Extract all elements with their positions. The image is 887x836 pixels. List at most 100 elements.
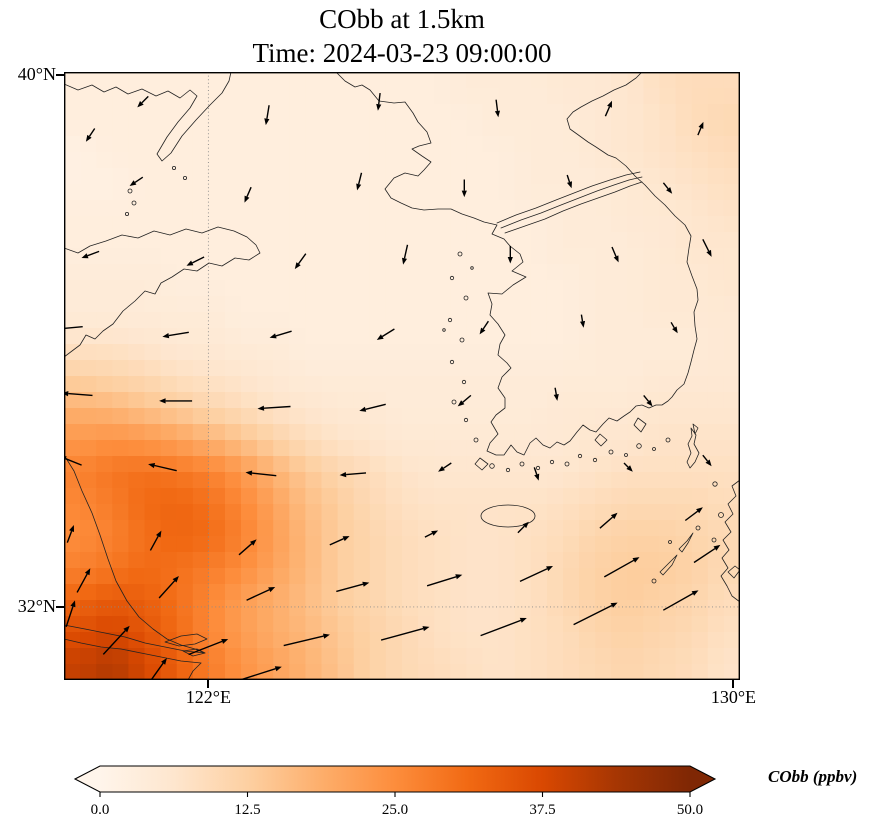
wind-arrow bbox=[697, 121, 704, 136]
wind-arrow bbox=[376, 93, 382, 111]
wind-arrow bbox=[102, 625, 130, 655]
map-plot bbox=[64, 72, 740, 680]
wind-arrow bbox=[461, 179, 467, 198]
wind-arrow bbox=[238, 539, 257, 556]
wind-arrow bbox=[158, 576, 179, 599]
wind-arrow bbox=[150, 658, 167, 680]
wind-arrow bbox=[479, 320, 489, 335]
wind-arrow bbox=[580, 314, 586, 328]
island-jeju bbox=[480, 504, 536, 528]
wind-arrow bbox=[702, 238, 712, 257]
islands-goto bbox=[651, 525, 701, 584]
lat-tick-mark bbox=[56, 605, 64, 608]
chart-title: CObb at 1.5km bbox=[319, 4, 485, 34]
coastline-jiangsu-yangtze-north bbox=[64, 454, 206, 654]
lon-tick-mark bbox=[732, 680, 735, 688]
coastline-shandong bbox=[64, 226, 261, 358]
gridlines-layer bbox=[64, 72, 740, 680]
wind-arrow bbox=[245, 470, 277, 477]
coastline-korea bbox=[335, 72, 699, 456]
wind-arrow bbox=[65, 600, 76, 628]
island-iki bbox=[712, 481, 718, 487]
map-border bbox=[64, 72, 740, 680]
wind-arrow bbox=[269, 330, 292, 339]
wind-arrow bbox=[573, 602, 618, 626]
han-river-estuary bbox=[496, 171, 643, 234]
wind-arrow bbox=[662, 182, 673, 194]
wind-arrow bbox=[611, 246, 619, 263]
wind-arrow bbox=[239, 666, 282, 680]
lon-tick-mark bbox=[207, 680, 210, 688]
wind-arrow bbox=[186, 256, 205, 266]
wind-arrow bbox=[244, 186, 252, 203]
wind-arrow bbox=[424, 530, 439, 538]
heatmap-layer bbox=[64, 72, 740, 680]
colorbar-tick-label: 25.0 bbox=[382, 802, 408, 818]
colorbar-gradient bbox=[100, 766, 690, 792]
wind-arrow bbox=[507, 245, 513, 264]
wind-arrow bbox=[81, 250, 100, 259]
colorbar-tick-label: 0.0 bbox=[91, 802, 110, 818]
wind-arrow bbox=[533, 467, 540, 481]
wind-arrow bbox=[517, 521, 529, 534]
wind-arrow bbox=[329, 536, 350, 546]
wind-arrow bbox=[553, 387, 559, 401]
islands-bohai-strait bbox=[125, 166, 188, 216]
wind-arrow bbox=[359, 403, 386, 412]
wind-arrow bbox=[566, 174, 572, 189]
wind-arrow bbox=[480, 617, 527, 637]
lon-tick-label: 122°E bbox=[185, 687, 231, 707]
coastline-yangtze-south bbox=[64, 638, 202, 664]
wind-arrow bbox=[494, 99, 500, 118]
wind-arrow bbox=[129, 176, 144, 186]
wind-arrow bbox=[76, 568, 91, 593]
chart-subtitle-time: Time: 2024-03-23 09:00:00 bbox=[252, 38, 552, 68]
wind-arrow bbox=[162, 331, 189, 339]
wind-arrow bbox=[148, 463, 177, 472]
wind-arrow bbox=[670, 321, 678, 334]
coastline-kyushu-west bbox=[720, 479, 740, 603]
wind-arrow bbox=[376, 328, 395, 340]
island-chongming bbox=[164, 633, 208, 647]
wind-arrow bbox=[336, 581, 370, 593]
wind-arrow bbox=[149, 530, 162, 551]
wind-arrow bbox=[85, 128, 96, 142]
wind-arrow bbox=[283, 633, 330, 647]
colorbar: 0.0 12.5 25.0 37.5 50.0 bbox=[73, 765, 717, 818]
wind-arrow bbox=[623, 462, 633, 472]
wind-arrow bbox=[339, 472, 367, 478]
lat-tick-mark bbox=[56, 74, 64, 77]
island-tsushima bbox=[686, 423, 700, 469]
wind-arrow bbox=[684, 507, 703, 522]
wind-arrow bbox=[188, 639, 229, 656]
wind-arrow bbox=[603, 557, 640, 578]
colorbar-tick-label: 37.5 bbox=[529, 802, 555, 818]
islands-south-korea bbox=[474, 417, 671, 473]
colorbar-extend-min bbox=[75, 766, 100, 792]
colorbar-tick-label: 50.0 bbox=[677, 802, 703, 818]
wind-arrow bbox=[693, 544, 721, 564]
coastline-bohai-liaodong bbox=[64, 72, 232, 162]
coastline-hangzhou-bay bbox=[187, 662, 202, 680]
wind-arrow bbox=[380, 626, 430, 641]
lon-tick-label: 130°E bbox=[710, 687, 757, 707]
wind-arrow bbox=[137, 95, 149, 108]
islands-west-korea bbox=[442, 251, 479, 443]
wind-arrow bbox=[702, 454, 712, 467]
wind-arrow bbox=[519, 566, 553, 583]
colorbar-tick-label: 12.5 bbox=[234, 802, 260, 818]
lat-tick-label: 40°N bbox=[17, 64, 56, 85]
wind-arrow bbox=[426, 574, 463, 587]
wind-arrow bbox=[643, 394, 653, 407]
wind-arrow bbox=[66, 525, 74, 543]
colorbar-label: CObb (ppbv) bbox=[768, 767, 858, 786]
colorbar-extend-max bbox=[690, 766, 715, 792]
islands-kyushu-west bbox=[711, 512, 740, 579]
lat-tick-label: 32°N bbox=[17, 595, 56, 616]
wind-arrow bbox=[257, 405, 291, 411]
coastlines-layer bbox=[64, 72, 740, 680]
wind-arrow bbox=[246, 587, 276, 601]
wind-arrow bbox=[402, 244, 409, 265]
wind-arrow bbox=[599, 512, 618, 529]
